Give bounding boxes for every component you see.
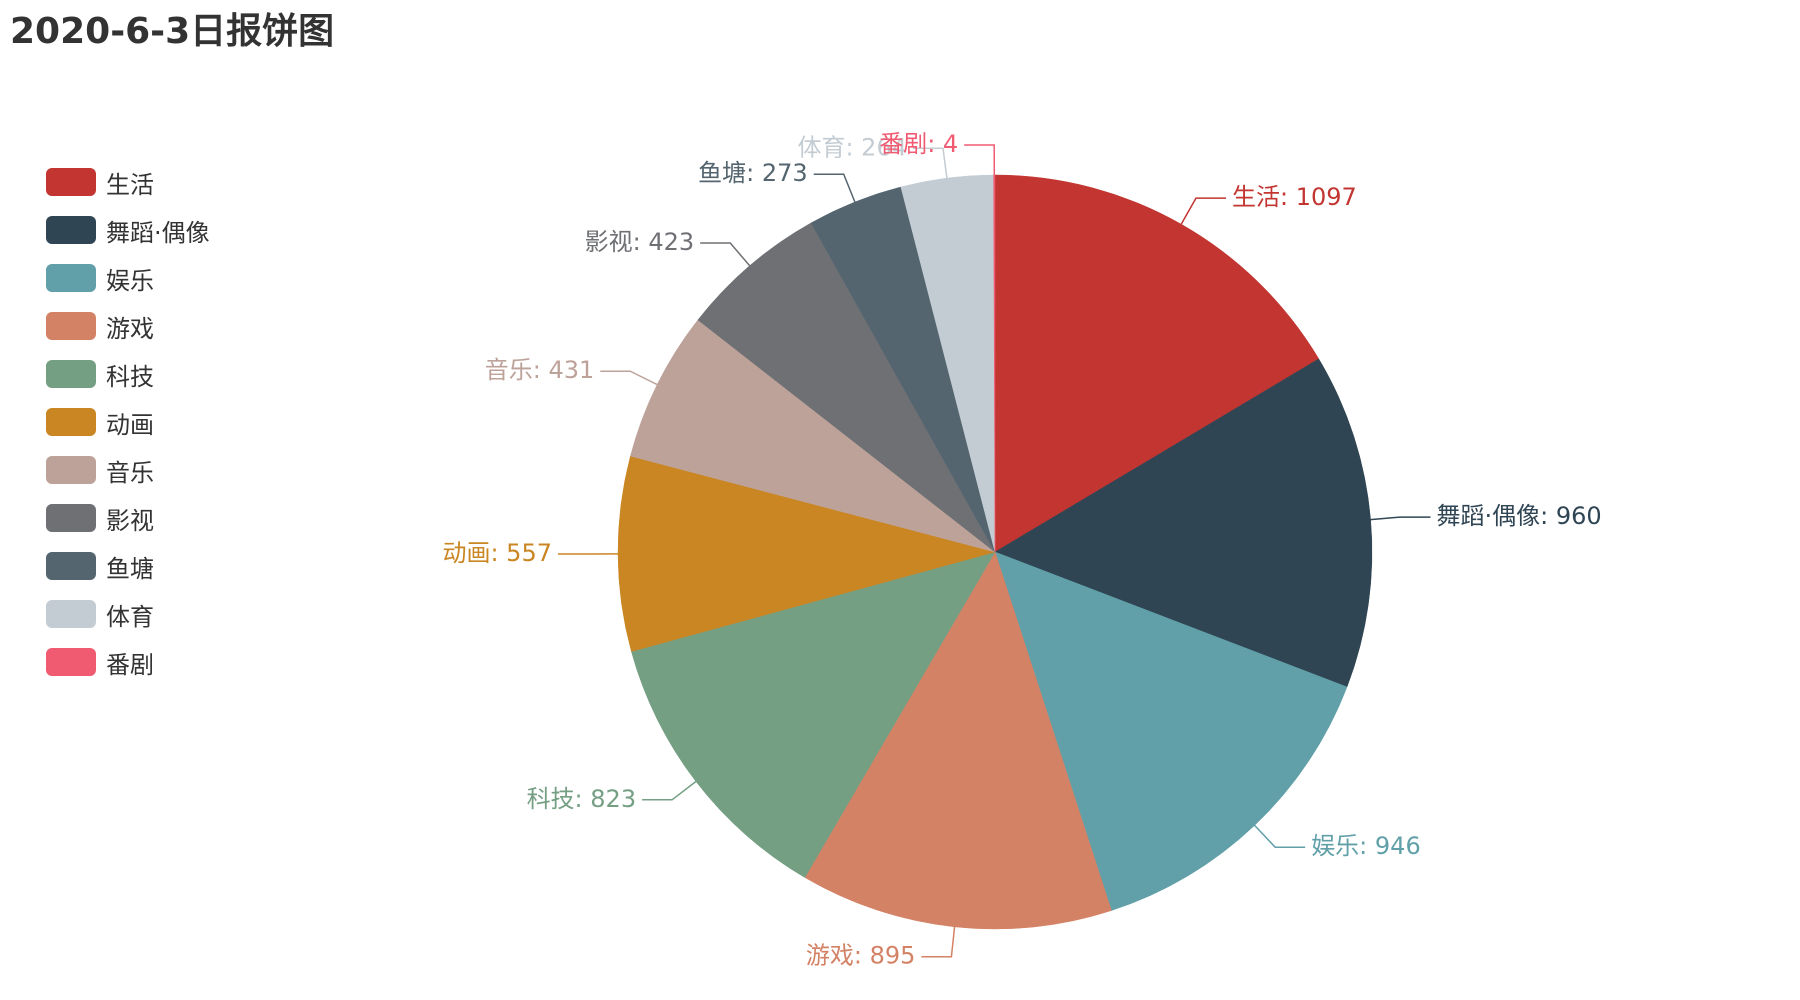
legend-item[interactable]: 鱼塘 (46, 542, 210, 590)
slice-label: 舞蹈·偶像: 960 (1437, 502, 1602, 530)
legend-label: 生活 (106, 170, 154, 199)
label-leader-line (913, 147, 948, 179)
pie-slice[interactable] (630, 319, 996, 553)
legend-item[interactable]: 影视 (46, 494, 210, 542)
legend-label: 科技 (106, 362, 154, 391)
slice-label: 音乐: 431 (485, 356, 595, 384)
slice-label: 生活: 1097 (1232, 183, 1357, 211)
label-leader-line (813, 173, 856, 203)
label-leader-line (642, 780, 697, 801)
legend-label: 影视 (106, 506, 154, 535)
legend-label: 娱乐 (106, 266, 154, 295)
legend-swatch (46, 456, 96, 484)
legend-label: 鱼塘 (106, 554, 154, 583)
slice-label: 娱乐: 946 (1311, 832, 1421, 860)
legend-swatch (46, 312, 96, 340)
legend-label: 动画 (106, 410, 154, 439)
label-leader-line (700, 242, 751, 267)
chart-title: 2020-6-3日报饼图 (10, 11, 335, 52)
label-leader-line (1180, 197, 1226, 225)
legend-swatch (46, 264, 96, 292)
legend-item[interactable]: 舞蹈·偶像 (46, 206, 210, 254)
label-leader-line (1254, 824, 1306, 848)
legend-item[interactable]: 生活 (46, 158, 210, 206)
legend-swatch (46, 648, 96, 676)
legend-label: 番剧 (106, 650, 154, 679)
legend-swatch (46, 504, 96, 532)
legend-swatch (46, 552, 96, 580)
label-leader-line (921, 926, 956, 958)
pie-slice[interactable] (631, 551, 996, 878)
pie-slice[interactable] (994, 551, 1348, 911)
slice-label: 鱼塘: 273 (698, 159, 808, 187)
legend-swatch (46, 600, 96, 628)
slice-label: 游戏: 895 (806, 942, 916, 970)
legend-label: 游戏 (106, 314, 154, 343)
pie-slice[interactable] (994, 174, 1320, 553)
pie-slice[interactable] (617, 455, 996, 652)
legend-item[interactable]: 游戏 (46, 302, 210, 350)
legend-item[interactable]: 科技 (46, 350, 210, 398)
legend-item[interactable]: 体育 (46, 590, 210, 638)
legend-label: 舞蹈·偶像 (106, 218, 210, 247)
legend-label: 音乐 (106, 458, 154, 487)
label-leader-line (600, 370, 658, 386)
legend-swatch (46, 360, 96, 388)
legend-item[interactable]: 番剧 (46, 638, 210, 686)
slice-label: 影视: 423 (585, 228, 695, 256)
slice-label: 科技: 823 (527, 785, 637, 813)
slice-label: 动画: 557 (442, 539, 552, 567)
legend-item[interactable]: 娱乐 (46, 254, 210, 302)
legend-label: 体育 (106, 602, 154, 631)
label-leader-line (964, 144, 996, 176)
pie-slice[interactable] (697, 222, 996, 553)
legend-swatch (46, 408, 96, 436)
slice-label: 体育: 264 (797, 133, 907, 161)
legend: 生活舞蹈·偶像娱乐游戏科技动画音乐影视鱼塘体育番剧 (46, 158, 210, 686)
legend-swatch (46, 168, 96, 196)
slice-label: 番剧: 4 (879, 130, 958, 158)
label-leader-line (1370, 516, 1431, 521)
legend-item[interactable]: 动画 (46, 398, 210, 446)
legend-item[interactable]: 音乐 (46, 446, 210, 494)
legend-swatch (46, 216, 96, 244)
